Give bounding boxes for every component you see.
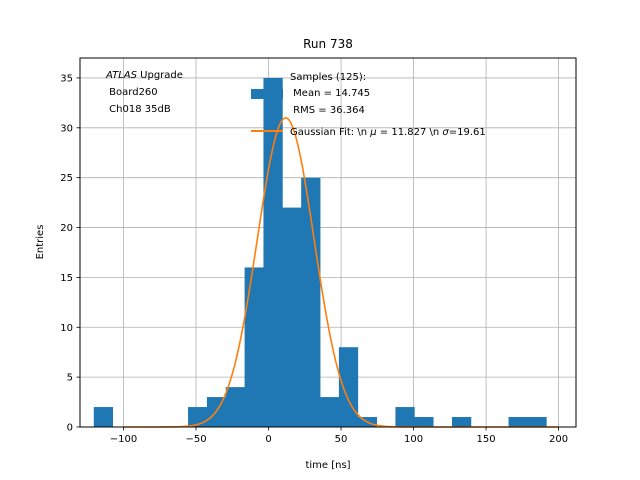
y-tick-label: 0 xyxy=(67,423,73,434)
legend-samples-line-2: Mean = 14.745 xyxy=(290,88,370,99)
y-tick-label: 20 xyxy=(60,223,73,234)
x-tick-label: 200 xyxy=(549,434,568,445)
y-tick-label: 5 xyxy=(67,373,73,384)
annotation-line-3: Ch018 35dB xyxy=(106,104,171,115)
x-tick-label: 50 xyxy=(335,434,348,445)
histogram-bar xyxy=(93,407,114,427)
y-tick-label: 15 xyxy=(60,273,73,284)
x-tick-label: 100 xyxy=(404,434,423,445)
chart-title: Run 738 xyxy=(303,37,353,51)
histogram-bar xyxy=(320,397,340,427)
atlas-label: ATLAS xyxy=(105,70,138,81)
x-axis-label: time [ns] xyxy=(305,460,350,471)
histogram-bar xyxy=(414,417,434,427)
legend-fit-suffix: =19.61 xyxy=(449,127,486,138)
legend-fit-label: Gaussian Fit: \n μ = 11.827 \n σ=19.61 xyxy=(290,127,486,138)
legend-samples-line-1: Samples (125): xyxy=(290,72,366,83)
annotation-line-1: ATLAS Upgrade xyxy=(105,70,183,81)
histogram-bar xyxy=(225,387,246,427)
run-annotation: ATLAS Upgrade Board260 Ch018 35dB xyxy=(105,70,183,115)
histogram-bar xyxy=(395,407,415,427)
y-tick-label: 30 xyxy=(60,123,73,134)
legend-samples-swatch xyxy=(251,89,283,99)
histogram-bar xyxy=(244,267,264,427)
x-axis-ticks: −100 −50 0 50 100 150 200 xyxy=(110,427,568,445)
histogram-bar xyxy=(508,417,528,427)
y-tick-label: 35 xyxy=(60,73,73,84)
x-tick-label: 150 xyxy=(477,434,496,445)
legend-fit-sigma: σ xyxy=(442,127,449,138)
annotation-line-2: Board260 xyxy=(106,87,158,98)
histogram-bar xyxy=(527,417,547,427)
legend-fit-prefix: Gaussian Fit: \n xyxy=(290,127,370,138)
legend-fit-mu: μ xyxy=(369,127,376,138)
y-tick-label: 25 xyxy=(60,173,73,184)
histogram-bar xyxy=(452,417,472,427)
x-tick-label: −50 xyxy=(185,434,206,445)
y-tick-label: 10 xyxy=(60,323,73,334)
legend-samples-line-3: RMS = 36.364 xyxy=(290,105,365,116)
plot-area xyxy=(80,58,576,427)
y-axis-ticks: 0 5 10 15 20 25 30 35 xyxy=(60,73,80,434)
histogram-bar xyxy=(338,347,359,427)
plot-frame xyxy=(79,57,577,428)
legend: Samples (125): Mean = 14.745 RMS = 36.36… xyxy=(251,72,486,138)
histogram-bar xyxy=(282,207,302,427)
y-axis-label: Entries xyxy=(35,225,46,260)
legend-fit-mid: = 11.827 \n xyxy=(377,127,443,138)
upgrade-label: Upgrade xyxy=(137,70,183,81)
histogram-bar xyxy=(263,77,283,427)
histogram-bar xyxy=(301,177,321,427)
x-tick-label: 0 xyxy=(265,434,271,445)
x-tick-label: −100 xyxy=(110,434,137,445)
